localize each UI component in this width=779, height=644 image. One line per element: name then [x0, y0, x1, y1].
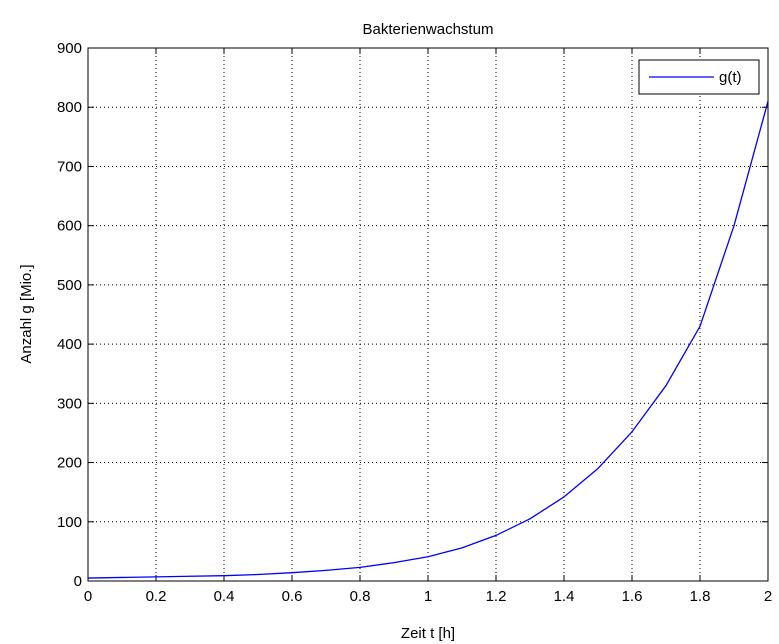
- data-point: [631, 431, 633, 433]
- series-layer: [87, 100, 769, 579]
- data-point: [189, 575, 191, 577]
- data-point: [223, 575, 225, 577]
- x-axis-label: Zeit t [h]: [401, 625, 455, 642]
- data-point: [257, 573, 259, 576]
- x-tick-label: 1: [424, 588, 432, 605]
- grid: [88, 48, 768, 581]
- x-tick-label: 1.2: [486, 588, 507, 605]
- x-tick-label: 0.2: [146, 588, 167, 605]
- plot-frame: [87, 47, 769, 582]
- x-tick-label: 0.8: [350, 588, 371, 605]
- data-point: [699, 325, 701, 327]
- x-tick-label: 1.8: [690, 588, 711, 605]
- y-tick-label: 500: [57, 277, 82, 294]
- data-point: [359, 566, 361, 568]
- data-point: [121, 576, 123, 579]
- chart-title: Bakterienwachstum: [363, 21, 494, 38]
- x-tick-label: 2: [764, 588, 772, 605]
- data-point: [665, 384, 667, 387]
- data-point: [291, 572, 293, 574]
- data-point: [155, 576, 157, 578]
- y-tick-label: 400: [57, 336, 82, 353]
- data-point: [325, 569, 327, 571]
- data-point: [733, 225, 735, 227]
- x-tick-label: 1.4: [554, 588, 575, 605]
- y-tick-label: 300: [57, 395, 82, 412]
- y-tick-label: 0: [74, 573, 82, 590]
- plot-area: [88, 48, 768, 581]
- data-point: [597, 467, 599, 470]
- y-tick-label: 600: [57, 218, 82, 235]
- x-tick-label: 1.6: [622, 588, 643, 605]
- data-point: [393, 562, 395, 564]
- data-point: [529, 518, 531, 520]
- ticks: 0 0.2 0.4 0.6 0.8 1 1.2 1.4 1.6 1.8 2 0 100 200 300 400…: [57, 40, 772, 605]
- legend-label-g: g(t): [719, 69, 742, 86]
- y-tick-label: 900: [57, 40, 82, 57]
- x-tick-label: 0.6: [282, 588, 303, 605]
- y-tick-label: 100: [57, 514, 82, 531]
- x-tick-label: 0.4: [214, 588, 235, 605]
- y-tick-label: 700: [57, 158, 82, 175]
- data-point: [427, 556, 429, 558]
- y-tick-label: 200: [57, 455, 82, 472]
- y-axis-label: Anzahl g [Mio.]: [18, 264, 35, 363]
- data-point: [563, 496, 565, 498]
- x-tick-label: 0: [84, 588, 92, 605]
- data-point: [495, 534, 497, 536]
- y-tick-label: 800: [57, 99, 82, 116]
- data-point: [461, 547, 463, 549]
- legend: g(t): [638, 59, 760, 95]
